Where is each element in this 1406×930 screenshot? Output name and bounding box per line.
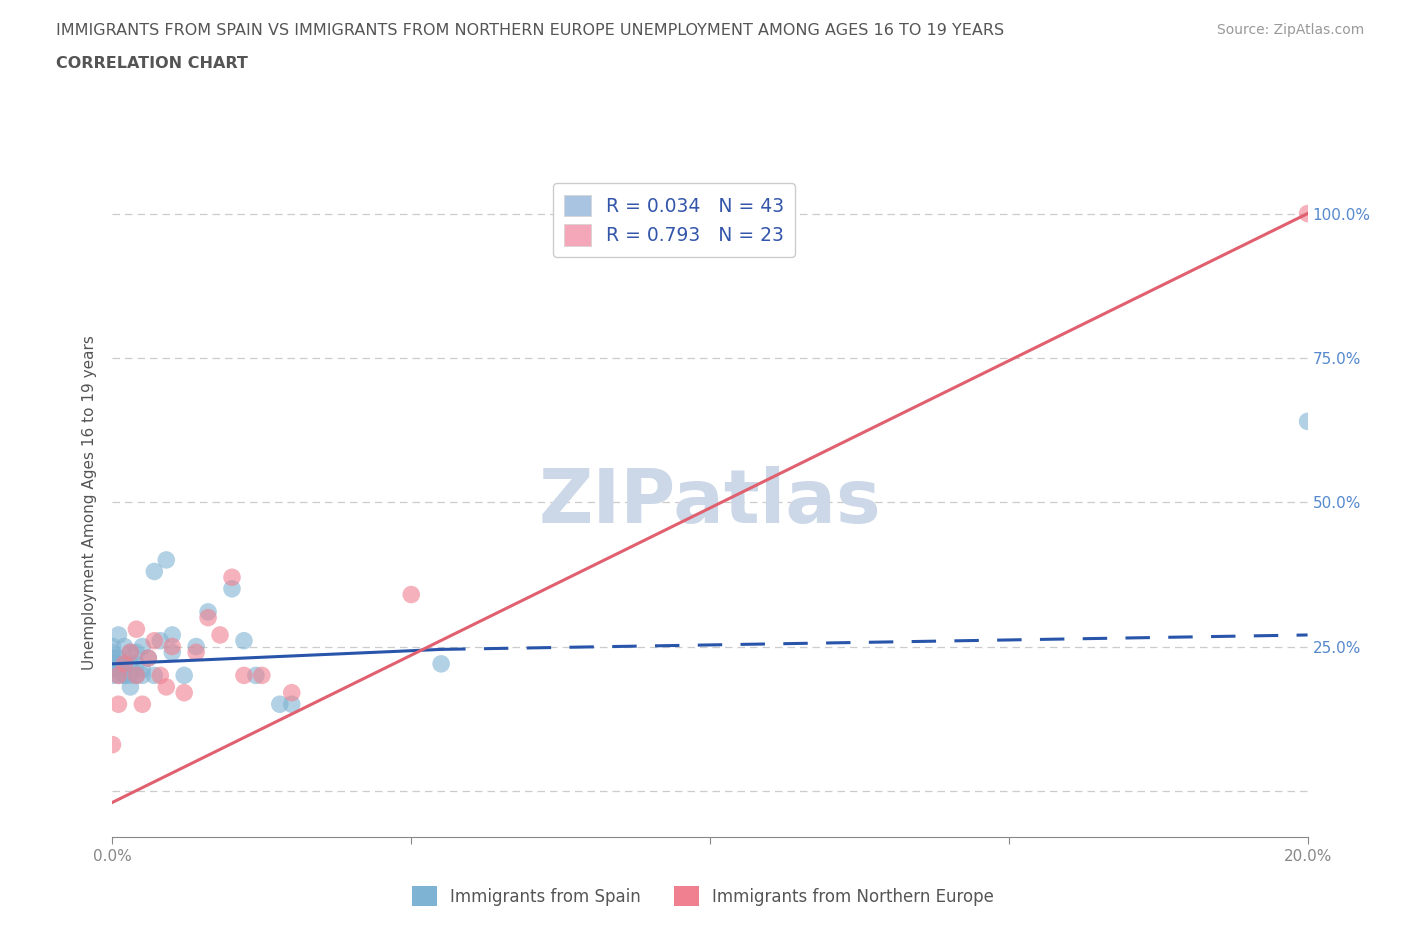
Point xyxy=(107,651,129,666)
Y-axis label: Unemployment Among Ages 16 to 19 years: Unemployment Among Ages 16 to 19 years xyxy=(82,335,97,670)
Point xyxy=(107,668,129,683)
Point xyxy=(162,639,183,654)
Point xyxy=(107,628,129,643)
Point xyxy=(101,651,124,666)
Point xyxy=(143,668,166,683)
Point xyxy=(173,668,195,683)
Point xyxy=(186,644,208,659)
Point xyxy=(101,644,124,659)
Point xyxy=(143,564,166,578)
Point xyxy=(101,662,124,677)
Point xyxy=(120,668,142,683)
Point xyxy=(232,668,256,683)
Legend: R = 0.034   N = 43, R = 0.793   N = 23: R = 0.034 N = 43, R = 0.793 N = 23 xyxy=(553,183,796,257)
Point xyxy=(101,651,124,666)
Point xyxy=(101,668,124,683)
Point xyxy=(401,587,423,602)
Text: Source: ZipAtlas.com: Source: ZipAtlas.com xyxy=(1216,23,1364,37)
Point xyxy=(162,644,183,659)
Point xyxy=(131,662,153,677)
Point xyxy=(149,668,172,683)
Point xyxy=(186,639,208,654)
Point xyxy=(125,644,148,659)
Point xyxy=(125,668,148,683)
Point xyxy=(125,668,148,683)
Point xyxy=(208,628,231,643)
Point xyxy=(114,668,135,683)
Point xyxy=(281,697,304,711)
Point xyxy=(131,668,153,683)
Point xyxy=(149,633,172,648)
Point xyxy=(138,651,160,666)
Point xyxy=(138,651,160,666)
Point xyxy=(125,657,148,671)
Point xyxy=(250,668,273,683)
Point xyxy=(269,697,291,711)
Point xyxy=(107,668,129,683)
Point xyxy=(125,622,148,637)
Point xyxy=(114,668,135,683)
Point xyxy=(131,697,153,711)
Point xyxy=(114,657,135,671)
Point xyxy=(162,628,183,643)
Text: ZIPatlas: ZIPatlas xyxy=(538,466,882,538)
Text: CORRELATION CHART: CORRELATION CHART xyxy=(56,56,247,71)
Point xyxy=(114,639,135,654)
Point xyxy=(107,662,129,677)
Point xyxy=(430,657,453,671)
Point xyxy=(232,633,256,648)
Point xyxy=(120,644,142,659)
Point xyxy=(107,657,129,671)
Point xyxy=(155,552,177,567)
Point xyxy=(101,657,124,671)
Point xyxy=(197,610,219,625)
Point xyxy=(281,685,304,700)
Point xyxy=(1296,206,1319,221)
Point xyxy=(101,737,124,752)
Legend: Immigrants from Spain, Immigrants from Northern Europe: Immigrants from Spain, Immigrants from N… xyxy=(405,880,1001,912)
Point xyxy=(120,680,142,695)
Point xyxy=(197,604,219,619)
Point xyxy=(120,644,142,659)
Point xyxy=(101,639,124,654)
Point xyxy=(120,657,142,671)
Point xyxy=(114,657,135,671)
Point xyxy=(155,680,177,695)
Text: IMMIGRANTS FROM SPAIN VS IMMIGRANTS FROM NORTHERN EUROPE UNEMPLOYMENT AMONG AGES: IMMIGRANTS FROM SPAIN VS IMMIGRANTS FROM… xyxy=(56,23,1004,38)
Point xyxy=(1296,414,1319,429)
Point xyxy=(107,697,129,711)
Point xyxy=(143,633,166,648)
Point xyxy=(221,581,243,596)
Point xyxy=(173,685,195,700)
Point xyxy=(131,639,153,654)
Point xyxy=(245,668,267,683)
Point xyxy=(221,570,243,585)
